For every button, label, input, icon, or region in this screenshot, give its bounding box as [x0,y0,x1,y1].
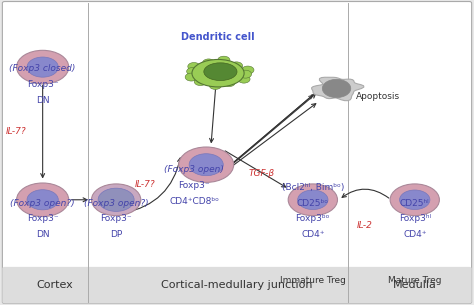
Circle shape [400,190,430,210]
Circle shape [223,79,235,87]
Circle shape [17,183,69,217]
Circle shape [91,184,141,216]
Text: CD25ᵇᵒ: CD25ᵇᵒ [297,199,329,208]
Text: Medulla: Medulla [393,280,437,290]
FancyBboxPatch shape [2,2,472,303]
Text: DN: DN [36,96,49,105]
Text: Apoptosis: Apoptosis [356,92,400,101]
Circle shape [179,147,234,182]
Text: Cortex: Cortex [36,280,73,290]
Text: Foxp3⁻: Foxp3⁻ [27,214,58,224]
Circle shape [242,66,254,74]
FancyBboxPatch shape [2,267,472,303]
Text: (Foxp3 closed): (Foxp3 closed) [9,64,76,74]
Text: (Foxp3 open?): (Foxp3 open?) [10,199,75,208]
Circle shape [189,154,223,176]
Text: Foxp3⁻: Foxp3⁻ [27,80,58,89]
Text: DN: DN [36,230,49,239]
Circle shape [288,184,337,216]
Text: IL-7?: IL-7? [5,127,26,136]
Ellipse shape [204,63,237,81]
Text: Mature Treg: Mature Treg [388,276,441,285]
Text: IL-7?: IL-7? [135,180,156,189]
Circle shape [209,81,221,89]
Text: (Bcl2ʰᴵ, Bimᵇᵒ): (Bcl2ʰᴵ, Bimᵇᵒ) [282,183,344,192]
Text: Foxp3⁻: Foxp3⁻ [100,214,132,224]
Circle shape [27,57,58,77]
Text: CD4⁺: CD4⁺ [301,230,325,239]
Circle shape [218,56,230,64]
Circle shape [187,67,199,75]
Text: (Foxp3 open): (Foxp3 open) [164,165,224,174]
Text: Dendritic cell: Dendritic cell [181,32,255,42]
Text: DP: DP [110,230,122,239]
Text: IL-2: IL-2 [357,221,373,230]
Text: TGF-β: TGF-β [249,169,275,178]
Circle shape [238,75,250,83]
Text: Foxp3ᵇᵒ: Foxp3ᵇᵒ [296,214,330,224]
Circle shape [188,63,200,70]
Text: Cortical-medullary junction: Cortical-medullary junction [161,280,313,290]
Ellipse shape [192,59,244,87]
Circle shape [298,190,328,210]
Text: Immature Treg: Immature Treg [280,276,346,285]
Text: CD4⁺CD8ᵇᵒ: CD4⁺CD8ᵇᵒ [169,197,219,206]
Circle shape [17,50,69,84]
Circle shape [322,79,351,98]
Text: (Foxp3 open?): (Foxp3 open?) [84,199,148,208]
Text: CD4⁺: CD4⁺ [403,230,427,239]
Circle shape [390,184,439,216]
Polygon shape [311,77,364,101]
Text: Foxp3⁻: Foxp3⁻ [179,181,210,190]
Circle shape [27,190,58,210]
Circle shape [185,73,198,81]
Circle shape [230,62,243,70]
Circle shape [194,78,207,86]
Circle shape [239,70,252,78]
Circle shape [202,59,215,67]
Text: Foxp3ʰᴵ: Foxp3ʰᴵ [399,214,431,224]
Circle shape [98,188,134,211]
Text: CD25ʰᴵ: CD25ʰᴵ [400,199,429,208]
